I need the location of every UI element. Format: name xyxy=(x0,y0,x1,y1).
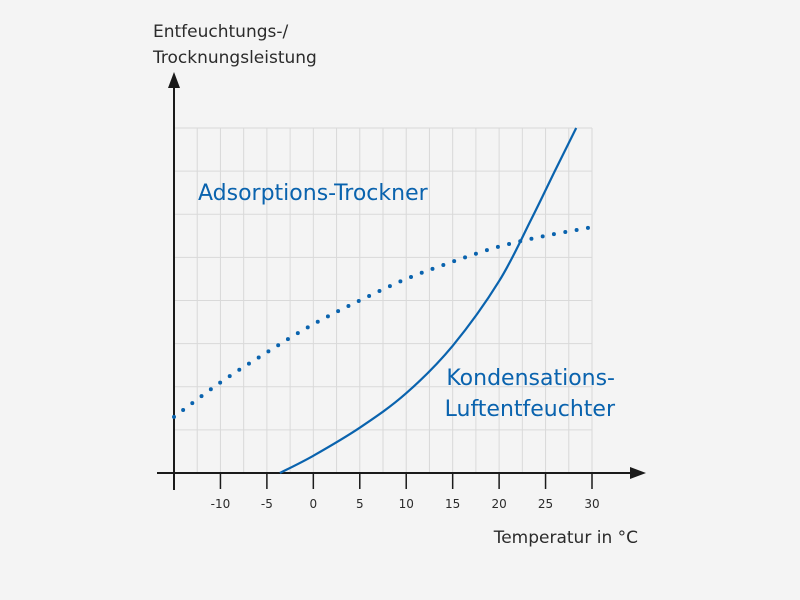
x-axis-title: Temperatur in °C xyxy=(493,528,638,548)
y-axis-arrow xyxy=(168,72,180,88)
x-tick-label: -10 xyxy=(211,497,231,511)
x-tick-label: 0 xyxy=(310,497,318,511)
y-axis-title-line1: Entfeuchtungs-/ xyxy=(153,22,289,42)
y-axis-title-line2: Trocknungsleistung xyxy=(152,48,317,68)
series-label-kondensations-line2: Luftentfeuchter xyxy=(445,397,616,422)
x-tick-label: 10 xyxy=(399,497,414,511)
x-ticks: -10 -5 0 5 10 15 20 25 30 xyxy=(173,473,600,511)
x-tick-label: 20 xyxy=(491,497,506,511)
series-label-kondensations-line1: Kondensations- xyxy=(446,366,615,391)
axes xyxy=(157,72,646,490)
series-label-adsorptions-trockner: Adsorptions-Trockner xyxy=(198,181,429,206)
x-tick-label: -5 xyxy=(261,497,273,511)
series-group xyxy=(172,127,594,474)
x-tick-label: 30 xyxy=(584,497,599,511)
grid xyxy=(173,127,593,474)
x-tick-label: 5 xyxy=(356,497,364,511)
x-tick-label: 25 xyxy=(538,497,553,511)
x-axis-arrow xyxy=(630,467,646,479)
x-tick-label: 15 xyxy=(445,497,460,511)
series-line-kondensations-luftentfeuchter xyxy=(279,127,578,474)
